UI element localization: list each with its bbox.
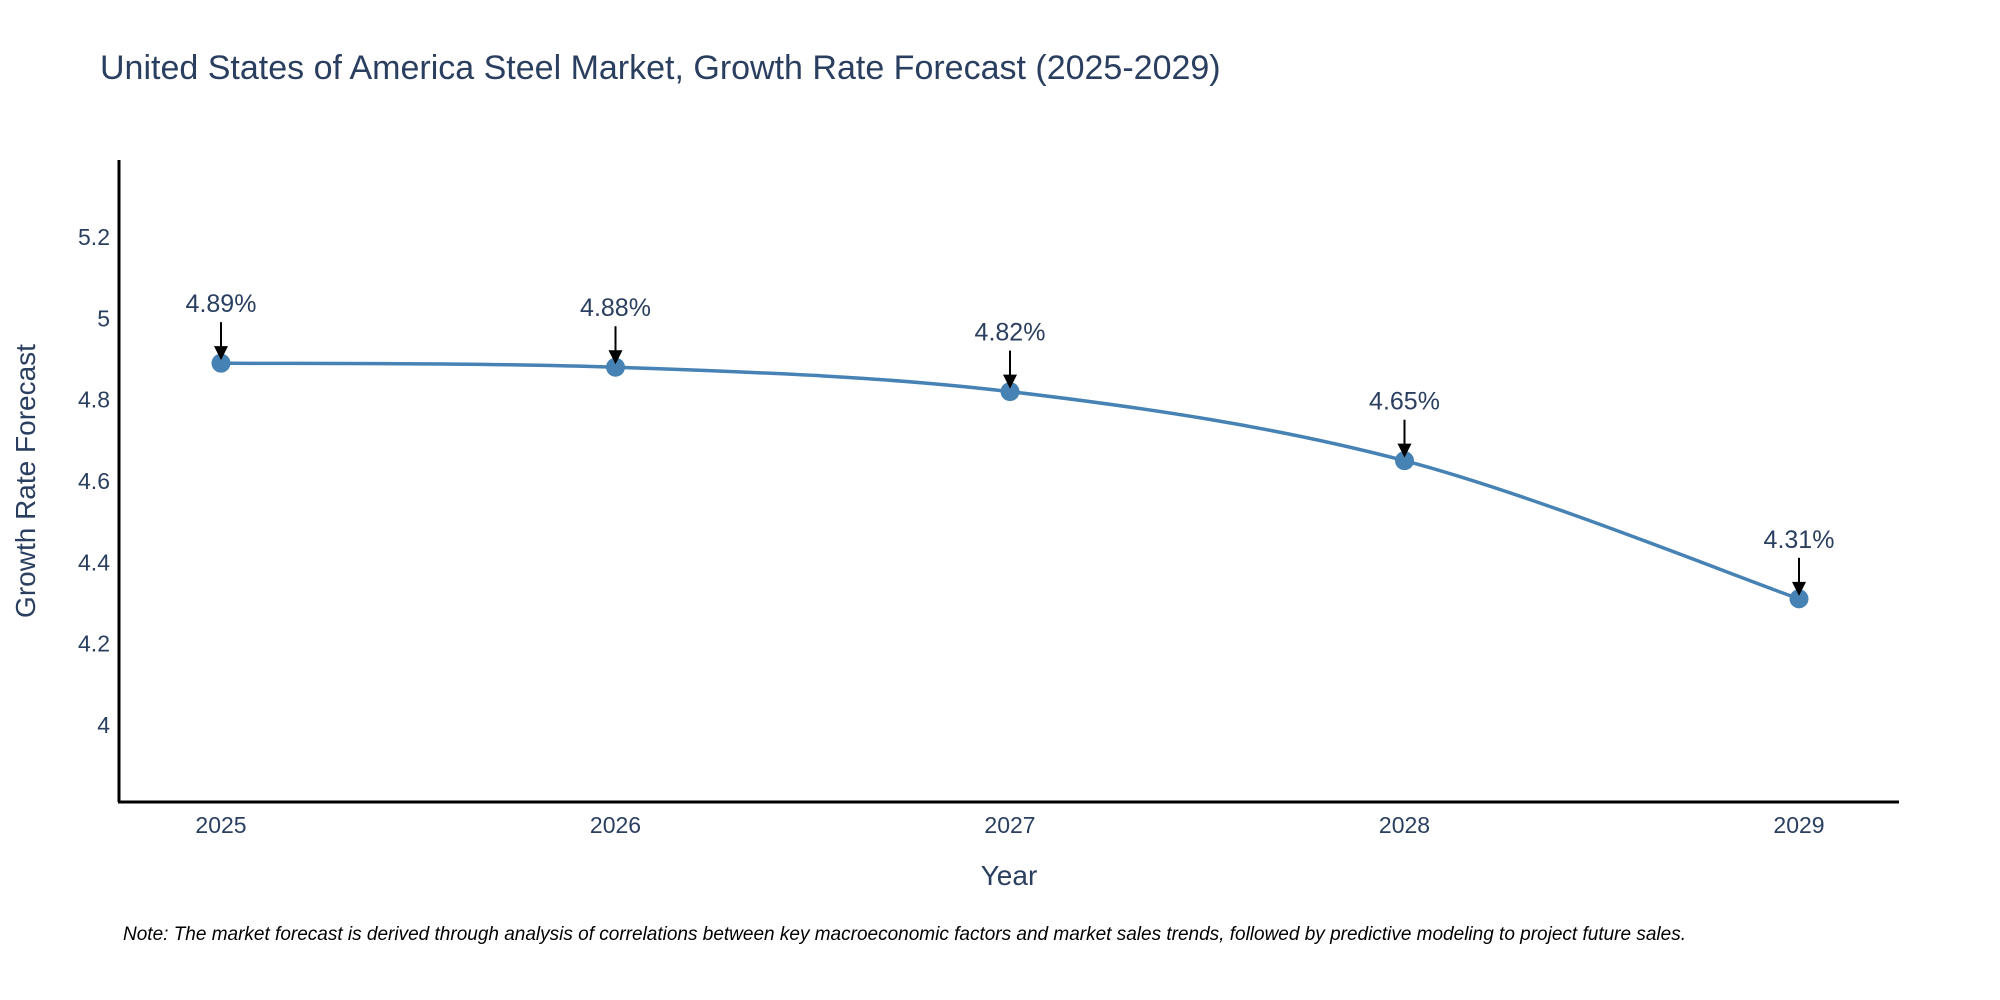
chart-title: United States of America Steel Market, G… <box>100 49 1221 87</box>
annotation-arrow-head <box>1003 374 1017 389</box>
y-tick-label: 5.2 <box>78 224 110 250</box>
footnote: Note: The market forecast is derived thr… <box>123 924 1686 945</box>
data-label: 4.88% <box>580 294 651 322</box>
annotation-arrow-head <box>1792 581 1806 596</box>
data-point <box>211 353 231 373</box>
x-tick-label: 2026 <box>590 812 641 838</box>
x-tick-label: 2028 <box>1379 812 1430 838</box>
data-label: 4.82% <box>975 319 1046 347</box>
y-axis-ticks: 4 4.2 4.4 4.6 4.8 5 5.2 <box>78 224 110 738</box>
x-tick-label: 2029 <box>1773 812 1824 838</box>
data-point <box>606 357 625 377</box>
y-tick-label: 4.8 <box>78 387 110 413</box>
y-axis-title: Growth Rate Forecast <box>10 344 41 618</box>
data-label: 4.89% <box>186 290 257 318</box>
y-tick-label: 5 <box>97 305 110 331</box>
y-tick-label: 4 <box>97 712 110 738</box>
y-tick-label: 4.2 <box>78 631 110 657</box>
y-tick-label: 4.6 <box>78 468 110 494</box>
x-tick-label: 2025 <box>195 812 246 838</box>
data-point <box>1395 451 1414 471</box>
plot-area: 4.89% 4.88% 4.82% 4.65% 4.31% <box>186 290 1835 609</box>
y-tick-label: 4.4 <box>78 549 110 575</box>
annotation-arrow-head <box>608 350 623 365</box>
data-label: 4.31% <box>1764 526 1835 554</box>
data-point <box>1789 589 1809 609</box>
annotation-arrow-head <box>214 346 228 361</box>
x-tick-label: 2027 <box>984 812 1035 838</box>
x-axis-title: Year <box>981 860 1038 891</box>
data-point <box>1000 382 1020 402</box>
x-axis-ticks: 2025 2026 2027 2028 2029 <box>195 812 1824 838</box>
annotation-arrow-head <box>1397 443 1412 458</box>
data-label: 4.65% <box>1369 388 1440 416</box>
